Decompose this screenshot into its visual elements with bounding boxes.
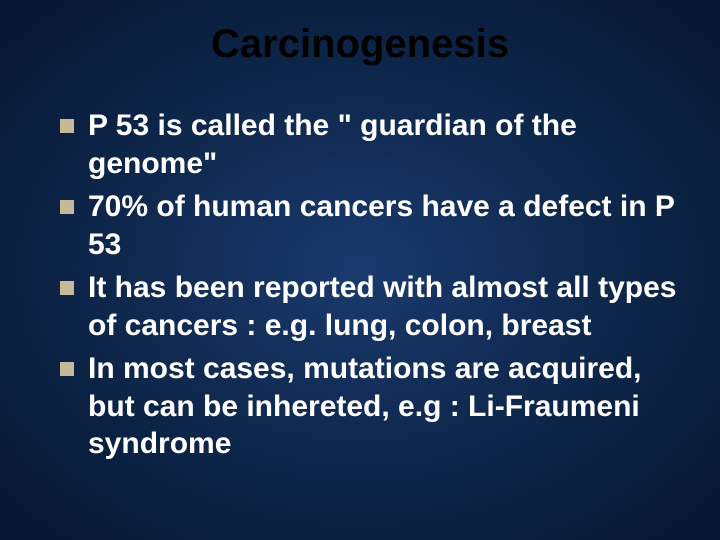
list-item: It has been reported with almost all typ…: [60, 269, 680, 344]
bullet-icon: [60, 119, 74, 133]
bullet-text: In most cases, mutations are acquired, b…: [88, 350, 680, 463]
bullet-icon: [60, 362, 74, 376]
bullet-text: It has been reported with almost all typ…: [88, 269, 680, 344]
slide: Carcinogenesis P 53 is called the " guar…: [0, 0, 720, 540]
slide-title: Carcinogenesis: [0, 0, 720, 77]
slide-body: P 53 is called the " guardian of the gen…: [0, 77, 720, 463]
list-item: In most cases, mutations are acquired, b…: [60, 350, 680, 463]
bullet-text: 70% of human cancers have a defect in P …: [88, 188, 680, 263]
list-item: 70% of human cancers have a defect in P …: [60, 188, 680, 263]
bullet-icon: [60, 200, 74, 214]
bullet-text: P 53 is called the " guardian of the gen…: [88, 107, 680, 182]
list-item: P 53 is called the " guardian of the gen…: [60, 107, 680, 182]
bullet-icon: [60, 281, 74, 295]
